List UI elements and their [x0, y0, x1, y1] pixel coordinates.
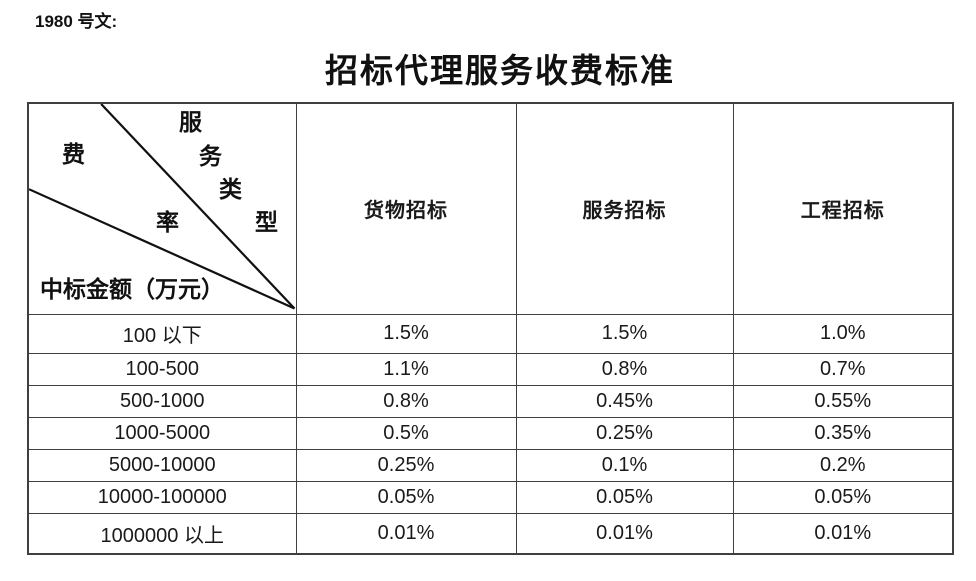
column-header-engineering: 工程招标: [732, 102, 954, 315]
goods-rate-cell: 0.05%: [295, 481, 517, 514]
goods-rate-cell: 0.25%: [295, 449, 517, 482]
engineering-rate-cell: 0.2%: [732, 449, 954, 482]
service-rate-cell: 0.05%: [515, 481, 734, 514]
goods-rate-cell: 0.5%: [295, 417, 517, 451]
goods-rate-cell: 1.1%: [295, 353, 517, 387]
corner-header-cell: 服 务 类 型 费 率 中标金额（万元）: [27, 102, 297, 315]
fee-rate-char-2: 率: [156, 210, 179, 235]
amount-range-cell: 1000-5000: [27, 417, 297, 451]
service-type-char-1: 服: [179, 110, 202, 135]
table-row: 100 以下 1.5% 1.5% 1.0%: [27, 313, 954, 355]
engineering-rate-cell: 0.35%: [732, 417, 954, 451]
bid-amount-axis-label: 中标金额（万元）: [40, 277, 224, 302]
page-title: 招标代理服务收费标准: [325, 54, 675, 90]
table-row: 500-1000 0.8% 0.45% 0.55%: [27, 385, 954, 419]
fee-standard-table: 服 务 类 型 费 率 中标金额（万元） 货物招标 服务招标 工程招标 100 …: [27, 102, 954, 555]
table-row: 1000-5000 0.5% 0.25% 0.35%: [27, 417, 954, 451]
diagonal-divider-lines: [29, 104, 296, 310]
service-rate-cell: 0.01%: [515, 512, 734, 555]
amount-range-cell: 100-500: [27, 353, 297, 387]
service-type-char-4: 型: [255, 210, 278, 235]
service-type-char-3: 类: [219, 177, 242, 202]
document-reference-label: 1980 号文:: [35, 12, 118, 31]
service-rate-cell: 0.1%: [515, 449, 734, 482]
diagonal-line-upper: [100, 104, 296, 310]
column-header-goods: 货物招标: [295, 102, 517, 315]
service-type-char-2: 务: [199, 144, 222, 169]
table-row: 100-500 1.1% 0.8% 0.7%: [27, 353, 954, 387]
engineering-rate-cell: 0.7%: [732, 353, 954, 387]
fee-rate-char-1: 费: [62, 142, 85, 167]
amount-range-cell: 100 以下: [27, 313, 297, 355]
engineering-rate-cell: 1.0%: [732, 313, 954, 355]
engineering-rate-cell: 0.01%: [732, 512, 954, 555]
service-rate-cell: 1.5%: [515, 313, 734, 355]
goods-rate-cell: 0.8%: [295, 385, 517, 419]
amount-range-cell: 5000-10000: [27, 449, 297, 482]
table-row: 5000-10000 0.25% 0.1% 0.2%: [27, 449, 954, 482]
amount-range-cell: 10000-100000: [27, 481, 297, 514]
service-rate-cell: 0.25%: [515, 417, 734, 451]
service-rate-cell: 0.8%: [515, 353, 734, 387]
column-header-service: 服务招标: [515, 102, 734, 315]
table-row: 10000-100000 0.05% 0.05% 0.05%: [27, 481, 954, 514]
service-rate-cell: 0.45%: [515, 385, 734, 419]
amount-range-cell: 1000000 以上: [27, 512, 297, 555]
diagonal-line-lower: [29, 188, 295, 310]
goods-rate-cell: 0.01%: [295, 512, 517, 555]
engineering-rate-cell: 0.05%: [732, 481, 954, 514]
amount-range-cell: 500-1000: [27, 385, 297, 419]
engineering-rate-cell: 0.55%: [732, 385, 954, 419]
goods-rate-cell: 1.5%: [295, 313, 517, 355]
table-header-row: 服 务 类 型 费 率 中标金额（万元） 货物招标 服务招标 工程招标: [27, 102, 954, 315]
table-row: 1000000 以上 0.01% 0.01% 0.01%: [27, 512, 954, 555]
